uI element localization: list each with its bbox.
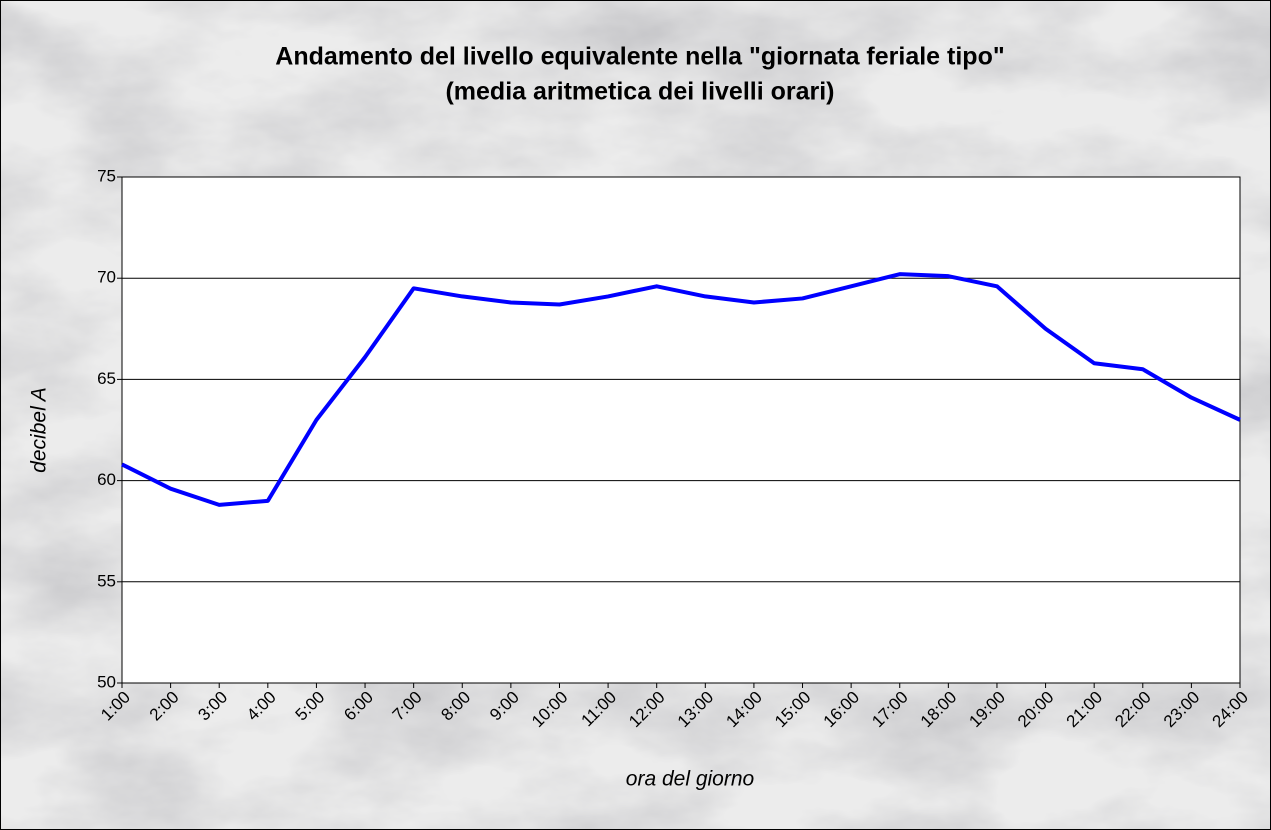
- y-tick-label: 60: [97, 470, 116, 489]
- y-tick-label: 55: [97, 571, 116, 590]
- y-tick-label: 75: [97, 166, 116, 185]
- y-tick-label: 50: [97, 672, 116, 691]
- chart-subtitle: (media aritmetica dei livelli orari): [445, 78, 834, 106]
- y-tick-label: 70: [97, 268, 116, 287]
- y-tick-label: 65: [97, 369, 116, 388]
- data-line: [121, 272, 1241, 507]
- x-axis-title: ora del giorno: [626, 768, 755, 791]
- chart-title: Andamento del livello equivalente nella …: [275, 43, 1004, 71]
- y-axis-title: decibel A: [28, 387, 51, 473]
- plot-area: [121, 176, 1241, 684]
